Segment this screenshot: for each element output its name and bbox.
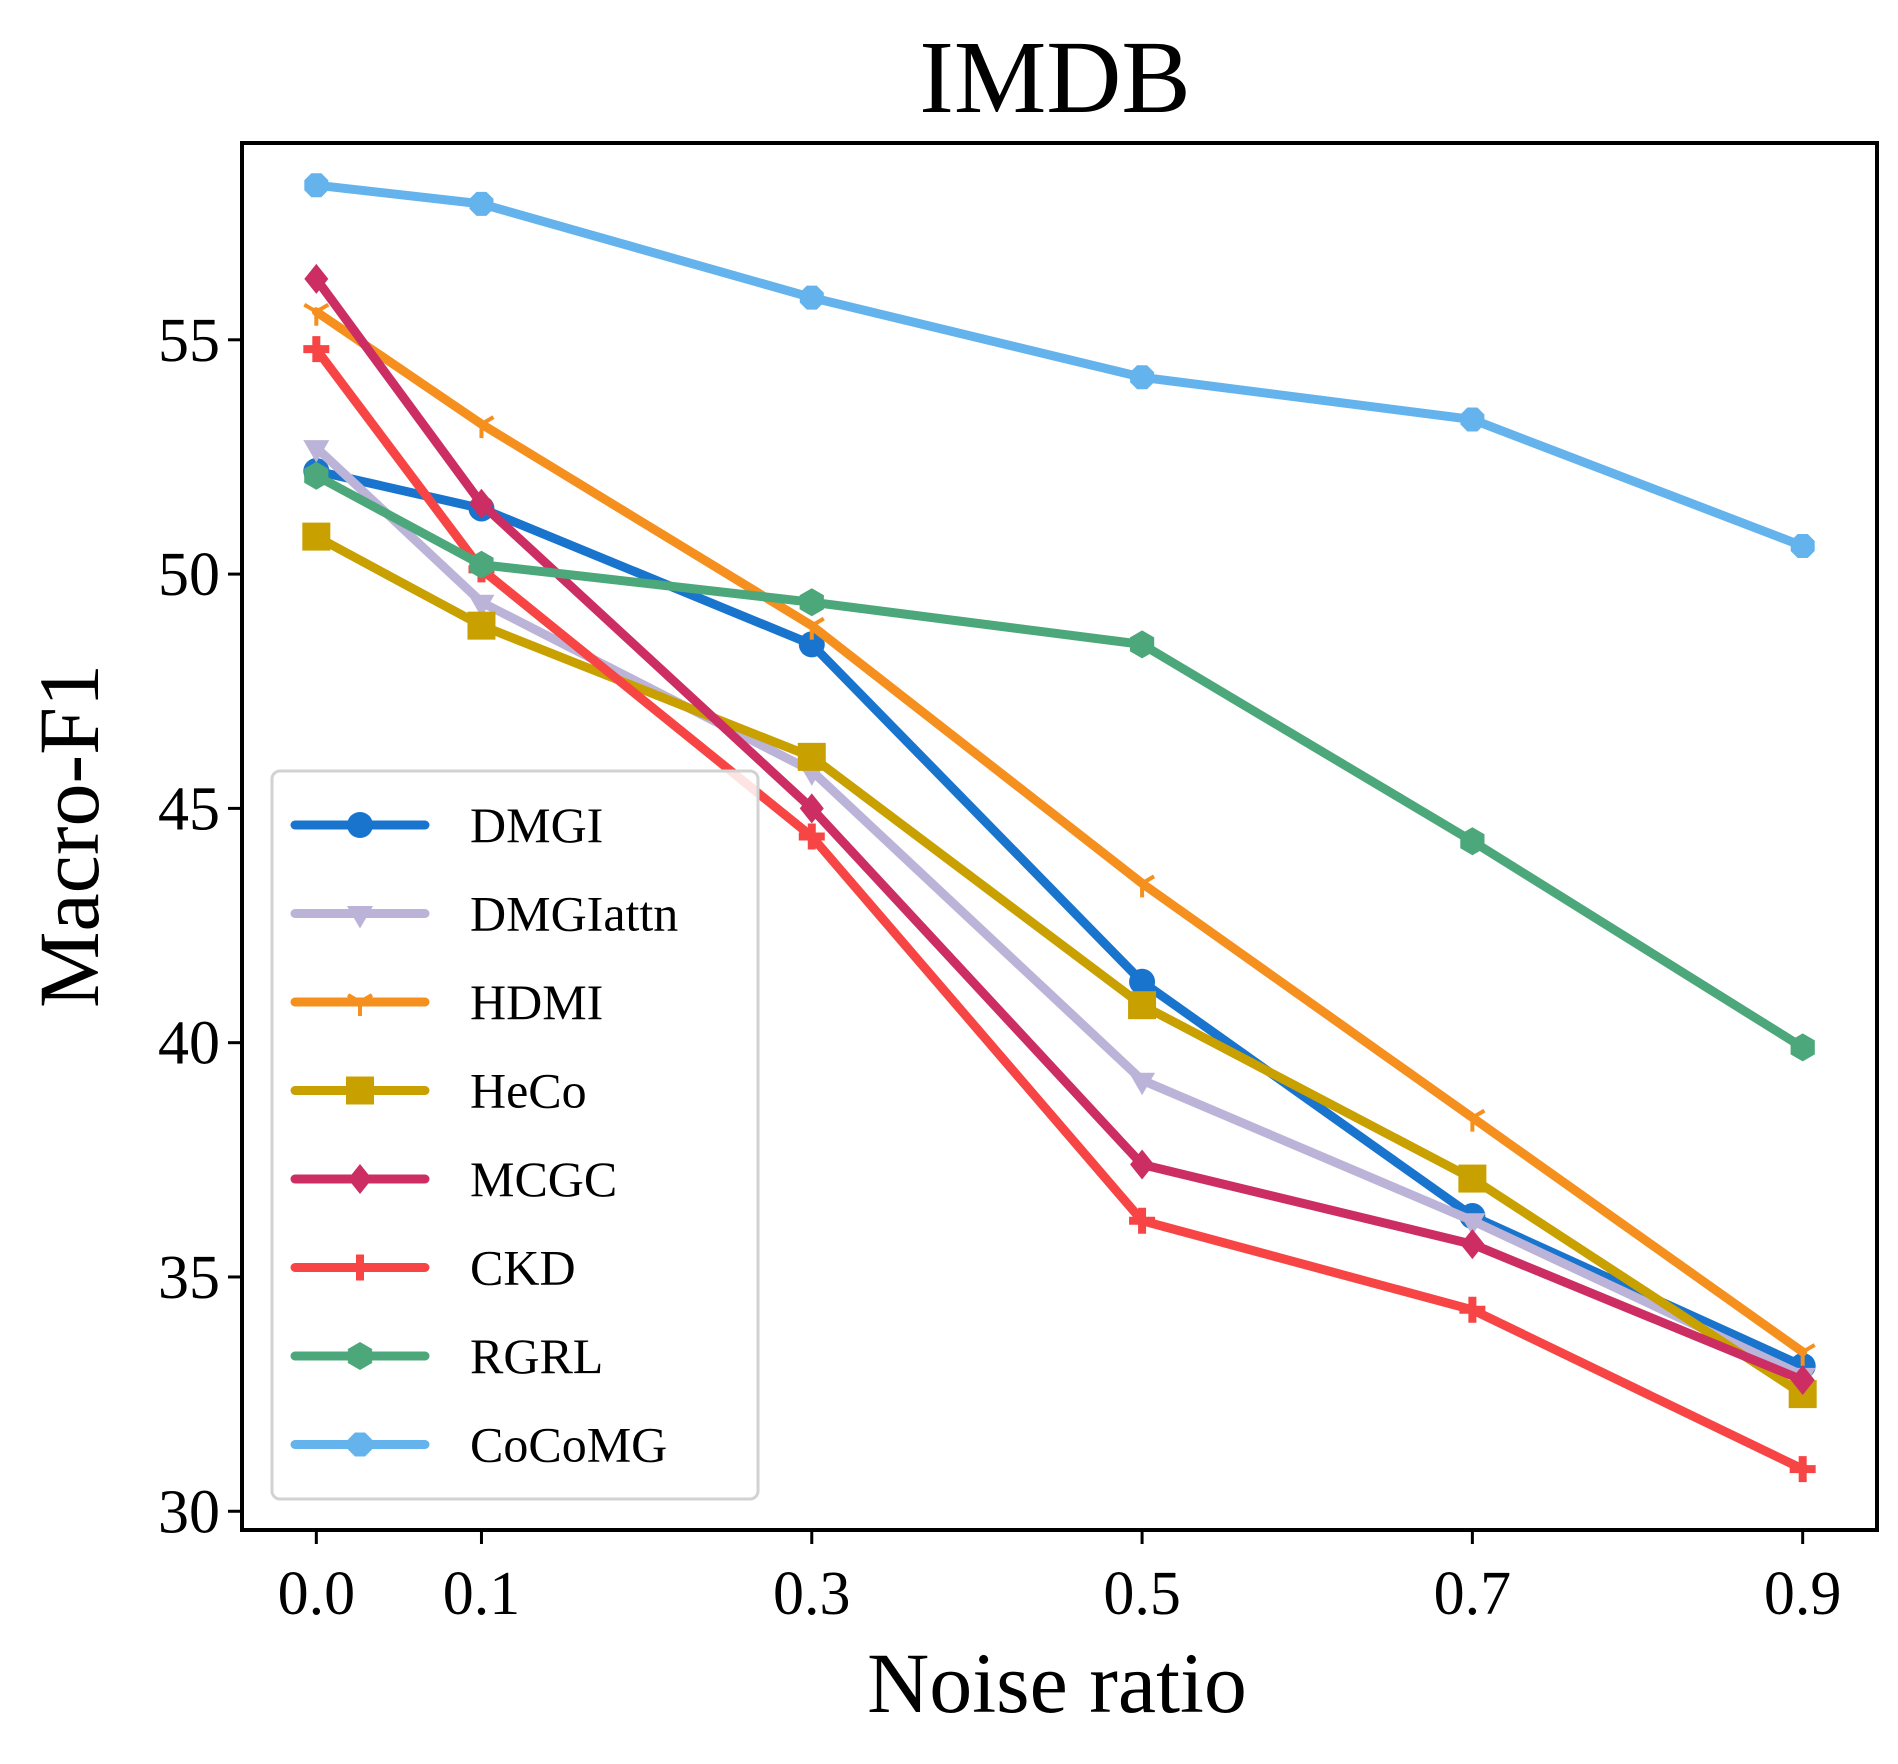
data-point-mcgc <box>1460 1229 1485 1260</box>
data-point-rgrl <box>799 588 824 617</box>
data-point-cocomg <box>799 285 824 310</box>
data-point-cocomg <box>1130 365 1155 390</box>
y-tick-label: 45 <box>158 775 220 843</box>
data-point-cocomg <box>1460 407 1485 432</box>
data-point-rgrl <box>304 461 329 490</box>
legend-item-ckd: CKD <box>290 1240 576 1296</box>
x-tick-label: 0.9 <box>1764 1560 1842 1628</box>
data-point-dmgi <box>1129 968 1156 995</box>
legend-label-dmgiattn: DMGIattn <box>470 886 678 942</box>
data-point-ckd <box>798 823 825 850</box>
y-tick-label: 40 <box>158 1010 220 1078</box>
legend-marker-hdmi <box>346 993 374 1016</box>
y-tick-label: 50 <box>158 541 220 609</box>
series-line-mcgc <box>311 274 1808 1385</box>
legend-marker-dmgi <box>347 812 373 838</box>
data-point-rgrl <box>1130 630 1155 659</box>
series-mcgc <box>304 263 1815 1396</box>
legend-label-heco: HeCo <box>470 1063 587 1119</box>
legend-label-dmgi: DMGI <box>470 797 603 853</box>
data-point-ckd <box>303 336 330 363</box>
data-point-heco <box>302 522 331 551</box>
series-cocomg <box>304 173 1815 558</box>
data-point-heco <box>467 611 496 640</box>
data-point-dmgiattn <box>1459 1213 1486 1236</box>
data-point-dmgi <box>798 631 825 658</box>
data-point-hdmi <box>303 302 330 326</box>
chart-title: IMDB <box>919 20 1191 135</box>
series-layer <box>302 173 1817 1483</box>
series-hdmi <box>303 302 1816 1366</box>
data-point-dmgiattn <box>303 440 330 463</box>
legend-box <box>270 769 760 1501</box>
legend-marker-cocomg <box>348 1432 372 1457</box>
y-tick-label: 55 <box>158 307 220 375</box>
data-point-mcgc <box>304 263 329 294</box>
legend-item-heco: HeCo <box>290 1063 587 1119</box>
data-point-mcgc <box>1130 1149 1155 1180</box>
legend-item-rgrl: RGRL <box>290 1328 603 1384</box>
data-point-cocomg <box>1790 534 1815 558</box>
legend-label-ckd: CKD <box>470 1240 576 1296</box>
x-axis-label: Noise ratio <box>867 1635 1247 1731</box>
x-tick-label: 0.7 <box>1434 1560 1512 1628</box>
x-tick-label: 0.0 <box>278 1560 356 1628</box>
plot-frame <box>240 141 1879 1532</box>
legend-label-cocomg: CoCoMG <box>470 1417 667 1473</box>
series-rgrl <box>304 461 1815 1062</box>
data-point-mcgc <box>1790 1365 1815 1396</box>
series-line-dmgiattn <box>311 443 1808 1380</box>
data-point-hdmi <box>1789 1343 1816 1366</box>
data-point-hdmi <box>1129 874 1156 898</box>
x-tick-label: 0.5 <box>1103 1560 1181 1628</box>
data-point-mcgc <box>469 488 494 519</box>
data-point-dmgiattn <box>468 594 495 618</box>
series-line-rgrl <box>311 471 1808 1052</box>
data-point-hdmi <box>468 415 495 439</box>
ticks-layer: 0.0 0.1 0.3 0.5 0.7 0.9 30 35 40 45 50 55 <box>158 307 1841 1628</box>
legend-label-rgrl: RGRL <box>470 1328 603 1384</box>
y-tick-label: 30 <box>158 1478 220 1546</box>
x-tick-label: 0.3 <box>773 1560 851 1628</box>
data-point-cocomg <box>304 173 329 198</box>
data-point-rgrl <box>469 550 494 579</box>
data-point-rgrl <box>1790 1033 1815 1062</box>
data-point-ckd <box>1129 1207 1156 1234</box>
legend-item-dmgi: DMGI <box>290 797 603 853</box>
y-tick-label: 35 <box>158 1244 220 1312</box>
legend-marker-heco <box>346 1076 374 1105</box>
data-point-hdmi <box>798 616 825 640</box>
x-tick-label: 0.1 <box>443 1560 521 1628</box>
series-heco <box>302 522 1817 1409</box>
series-line-cocomg <box>311 180 1808 551</box>
series-line-dmgi <box>311 466 1808 1371</box>
legend-label-mcgc: MCGC <box>470 1151 617 1207</box>
legend-item-mcgc: MCGC <box>290 1151 617 1207</box>
series-line-heco <box>311 532 1808 1399</box>
legend-marker-mcgc <box>348 1164 372 1194</box>
series-line-ckd <box>311 344 1808 1474</box>
y-axis-label: Macro-F1 <box>21 664 117 1008</box>
legend-marker-rgrl <box>347 1342 373 1370</box>
legend-item-hdmi: HDMI <box>290 974 603 1030</box>
data-point-dmgiattn <box>1129 1072 1156 1096</box>
legend-item-cocomg: CoCoMG <box>290 1417 667 1473</box>
data-point-ckd <box>1789 1456 1816 1483</box>
legend: DMGI DMGIattn HDMI HeCo MCGC CKD RGRL CoCoMG <box>270 769 760 1501</box>
data-point-hdmi <box>1459 1108 1486 1132</box>
data-point-rgrl <box>1460 827 1485 856</box>
data-point-ckd <box>1459 1296 1486 1323</box>
legend-marker-dmgiattn <box>347 906 373 929</box>
data-point-heco <box>1458 1164 1487 1193</box>
data-point-mcgc <box>799 793 824 824</box>
legend-label-hdmi: HDMI <box>470 974 603 1030</box>
data-point-cocomg <box>469 191 494 216</box>
data-point-heco <box>1128 991 1157 1020</box>
series-line-hdmi <box>311 307 1808 1357</box>
legend-marker-ckd <box>347 1254 373 1281</box>
data-point-heco <box>797 742 826 771</box>
legend-item-dmgiattn: DMGIattn <box>290 886 678 942</box>
